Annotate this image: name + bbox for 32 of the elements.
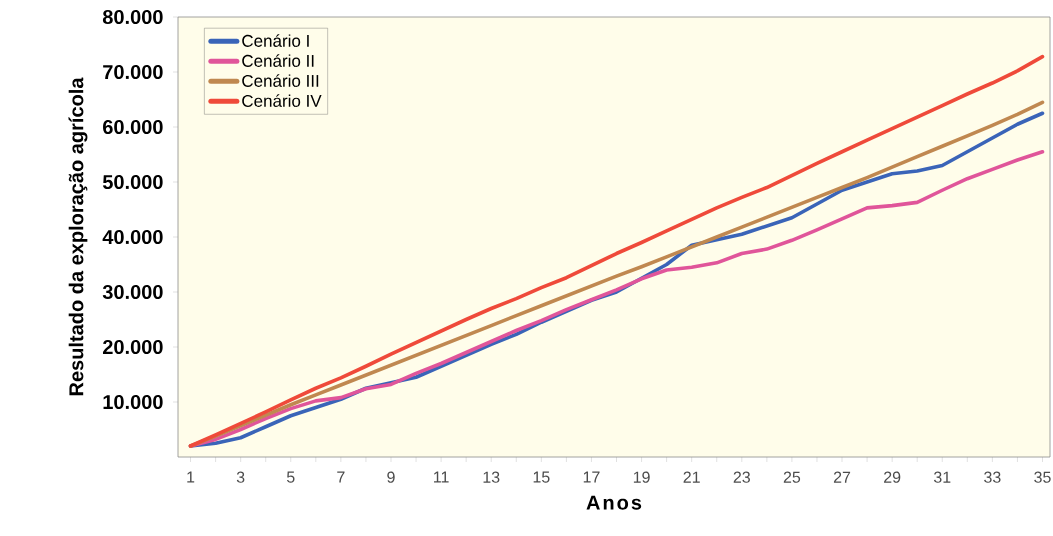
y-tick-label: 20.000 bbox=[102, 339, 163, 355]
x-tick-label: 27 bbox=[833, 471, 851, 483]
x-tick-label: 13 bbox=[483, 471, 500, 483]
legend-label: Cenário III bbox=[242, 74, 319, 87]
y-tick-label: 50.000 bbox=[102, 174, 163, 190]
legend-label: Cenário I bbox=[242, 34, 309, 47]
y-tick-label: 80.000 bbox=[102, 9, 163, 25]
y-tick-label: 40.000 bbox=[102, 229, 163, 245]
x-axis-title: Anos bbox=[586, 495, 642, 510]
x-tick-label: 19 bbox=[633, 471, 650, 483]
y-tick-label: 30.000 bbox=[102, 284, 163, 300]
x-tick-label: 21 bbox=[683, 471, 700, 483]
x-tick-label: 9 bbox=[387, 471, 395, 483]
y-tick-label: 70.000 bbox=[103, 64, 163, 80]
y-tick-label: 60.000 bbox=[103, 119, 163, 135]
x-tick-label: 5 bbox=[286, 471, 295, 483]
x-tick-label: 17 bbox=[583, 471, 600, 483]
x-tick-label: 1 bbox=[187, 471, 195, 483]
x-tick-label: 31 bbox=[933, 471, 951, 483]
x-tick-label: 3 bbox=[236, 471, 245, 483]
x-tick-label: 11 bbox=[434, 471, 449, 483]
legend-label: Cenário IV bbox=[242, 94, 322, 107]
x-tick-label: 7 bbox=[337, 471, 345, 483]
x-tick-label: 23 bbox=[733, 471, 750, 483]
y-axis-title: Resultado da exploração agrícola bbox=[68, 77, 88, 396]
x-tick-label: 29 bbox=[884, 471, 901, 483]
x-tick-label: 33 bbox=[984, 471, 1001, 483]
x-tick-label: 15 bbox=[533, 471, 550, 483]
x-tick-label: 25 bbox=[783, 471, 801, 483]
x-tick-label: 35 bbox=[1034, 471, 1051, 483]
legend-label: Cenário II bbox=[242, 54, 314, 67]
y-tick-label: 10.000 bbox=[103, 394, 163, 410]
